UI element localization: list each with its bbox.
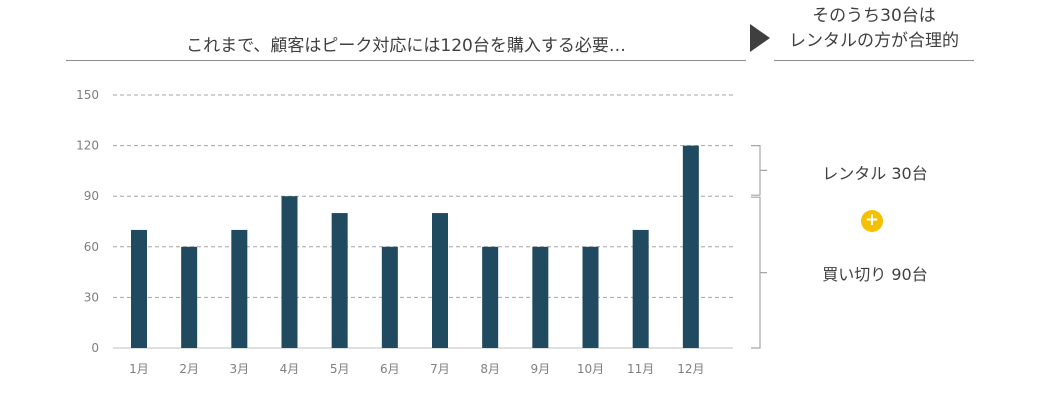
x-tick-label: 3月 [230,362,250,376]
bar [482,246,499,348]
bar [682,145,699,348]
bar [131,229,147,348]
conclusion-line-2: レンタルの方が合理的 [789,31,959,51]
y-tick-label: 30 [84,290,99,304]
x-tick-label: 5月 [330,362,350,376]
x-tick-label: 8月 [480,362,500,376]
arrow-right-icon [750,24,770,52]
bar [181,246,198,348]
page-title: これまで、顧客はピーク対応には120台を購入する必要… [186,36,626,56]
bar [331,213,348,348]
label-layer: 0 30 60 90 120 150 1月 2月 3月 4月 5月 6月 7月 8月 9月 10月 11月 12月 [76,88,704,376]
grid-layer [113,94,733,349]
bar [281,196,298,348]
x-tick-label: 10月 [577,362,604,376]
header-conclusion: そのうち30台は レンタルの方が合理的 [774,4,974,61]
x-tick-label: 12月 [677,362,704,376]
bar [532,246,549,348]
x-tick-label: 6月 [380,362,400,376]
bar-layer [131,145,699,348]
bar [231,229,248,348]
bracket-purchase [751,196,767,349]
y-tick-label: 150 [76,88,99,102]
x-tick-label: 1月 [129,362,149,376]
x-tick-label: 2月 [179,362,199,376]
y-tick-label: 0 [91,341,99,355]
x-tick-label: 9月 [531,362,551,376]
y-tick-label: 90 [84,189,99,203]
y-tick-label: 60 [84,240,99,254]
bar [582,246,599,348]
bar [432,213,448,348]
bracket-rental [751,145,767,196]
x-tick-label: 11月 [627,362,654,376]
bar [632,229,649,348]
conclusion-line-1: そのうち30台は [812,6,936,26]
bar [381,246,398,348]
x-tick-label: 4月 [280,362,300,376]
y-tick-label: 120 [76,139,99,153]
rental-label: レンタル 30台 [822,164,928,183]
x-tick-label: 7月 [430,362,450,376]
plus-icon: + [861,210,883,232]
header-left: これまで、顧客はピーク対応には120台を購入する必要… [66,22,746,61]
purchase-label: 買い切り 90台 [822,265,928,284]
bracket-layer [751,145,767,349]
